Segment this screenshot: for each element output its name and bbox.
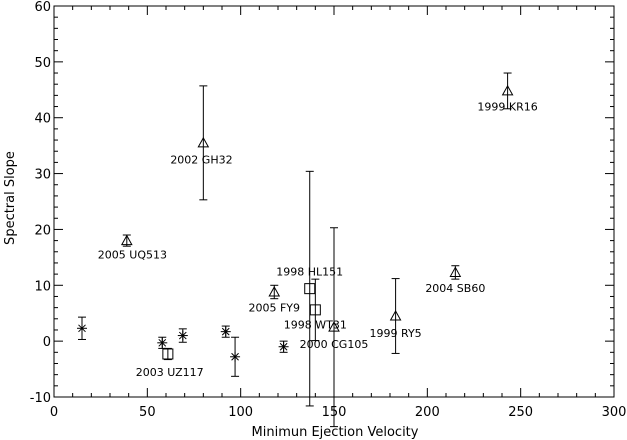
point-label: 2004 SB60	[425, 282, 485, 295]
triangle-marker	[501, 84, 514, 96]
y-tick-label: -10	[30, 391, 51, 406]
asterisk-marker	[230, 351, 241, 362]
point-label: 1998 HL151	[276, 265, 343, 278]
data-point	[230, 336, 241, 377]
x-axis-title: Minimun Ejection Velocity	[252, 425, 419, 440]
triangle-marker	[389, 309, 402, 321]
data-point: 2005 FY9	[248, 284, 300, 315]
data-point: 2003 UZ117	[136, 347, 204, 379]
triangle-marker	[268, 285, 281, 297]
data-point	[77, 316, 87, 340]
point-label: 1999 RY5	[370, 327, 422, 340]
x-tick-label: 300	[602, 405, 627, 420]
y-axis: -10 0 10 20 30 40 50 60	[30, 0, 614, 406]
x-tick-label: 50	[139, 405, 156, 420]
x-tick-label: 200	[415, 405, 440, 420]
asterisk-stroke	[178, 331, 187, 340]
point-label: 2005 UQ513	[98, 249, 167, 262]
y-axis-title: Spectral Slope	[3, 151, 18, 245]
y-tick-label: 10	[34, 279, 51, 294]
triangle-marker	[197, 136, 210, 148]
asterisk-marker	[77, 323, 87, 334]
square-marker	[304, 283, 316, 295]
square-marker	[309, 304, 321, 316]
data-point: 2004 SB60	[425, 265, 485, 295]
point-label: 2005 FY9	[248, 302, 300, 315]
asterisk-stroke	[279, 342, 288, 351]
asterisk-stroke	[158, 338, 167, 347]
x-tick-label: 250	[508, 405, 533, 420]
point-label: 2002 GH32	[170, 154, 232, 167]
y-tick-label: 30	[34, 168, 51, 183]
data-point: 2005 UQ513	[98, 234, 167, 262]
data-point: 1999 RY5	[370, 278, 422, 354]
point-label: 1998 WT31	[284, 318, 347, 331]
data-point	[278, 340, 289, 353]
y-tick-label: 0	[43, 335, 51, 350]
data-point: 2002 GH32	[170, 85, 233, 201]
point-label: 2000 CG105	[300, 338, 369, 351]
point-label: 1999 KR16	[477, 101, 537, 114]
y-tick-label: 50	[34, 56, 51, 71]
asterisk-marker	[177, 330, 188, 341]
data-point	[177, 328, 188, 343]
triangle-marker	[449, 266, 462, 277]
asterisk-marker	[278, 341, 289, 352]
asterisk-marker	[157, 337, 168, 348]
x-tick-label: 0	[50, 405, 58, 420]
data-points: 2005 UQ513 2003 UZ117 2002 GH32 2005 FY9 199…	[77, 72, 538, 428]
x-tick-label: 100	[228, 405, 253, 420]
point-label: 2003 UZ117	[136, 366, 204, 379]
data-point: 1999 KR16	[477, 72, 538, 114]
data-point	[157, 336, 168, 349]
data-point	[220, 325, 231, 338]
y-tick-label: 40	[34, 112, 51, 127]
asterisk-marker	[220, 326, 231, 337]
asterisk-stroke	[78, 324, 86, 333]
square-marker	[162, 348, 174, 360]
y-tick-label: 60	[34, 0, 51, 15]
data-point: 1998 HL151	[276, 170, 343, 407]
triangle-marker	[120, 234, 133, 246]
asterisk-stroke	[231, 352, 239, 361]
x-axis: 0 50 100 150 200 250 300	[50, 6, 627, 420]
y-tick-label: 20	[34, 223, 51, 238]
asterisk-stroke	[221, 327, 230, 336]
triangle-marker	[328, 321, 340, 332]
data-point: 2000 CG105	[300, 227, 369, 428]
